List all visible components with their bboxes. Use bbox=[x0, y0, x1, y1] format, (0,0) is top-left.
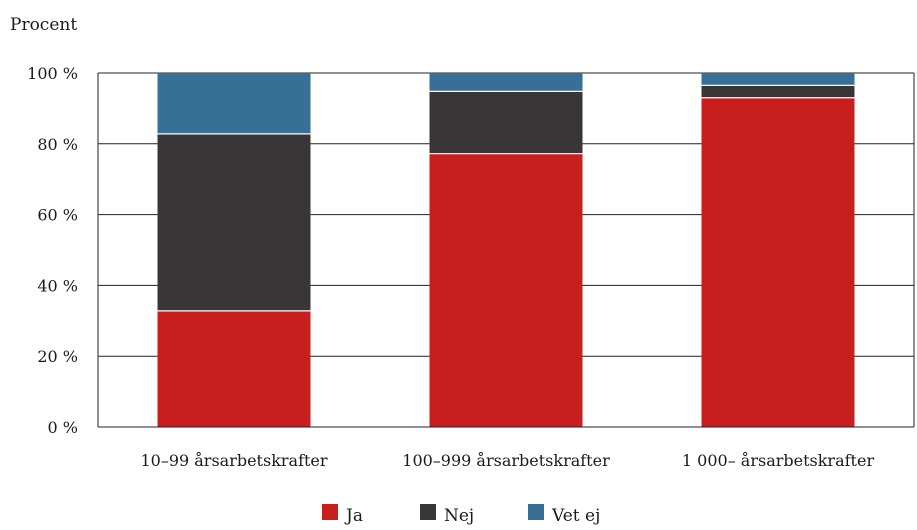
bar-segment bbox=[701, 97, 855, 427]
y-tick-label: 100 % bbox=[27, 64, 78, 83]
x-category-label: 1 000– årsarbetskrafter bbox=[682, 451, 875, 470]
x-category-labels: 10–99 årsarbetskrafter 100–999 årsarbetsk… bbox=[140, 451, 874, 470]
bar-segment bbox=[157, 310, 311, 427]
x-category-label: 10–99 årsarbetskrafter bbox=[140, 451, 327, 470]
bar-segment bbox=[429, 91, 583, 154]
bar-segment bbox=[701, 73, 855, 86]
legend-label: Vet ej bbox=[551, 506, 600, 526]
legend-label: Ja bbox=[344, 506, 363, 526]
y-axis-label: Procent bbox=[10, 15, 77, 35]
bar-segment bbox=[429, 153, 583, 427]
bar-segment bbox=[157, 133, 311, 311]
y-tick-label: 0 % bbox=[48, 418, 78, 437]
legend-label: Nej bbox=[444, 506, 474, 526]
y-tick-label: 40 % bbox=[37, 276, 78, 295]
y-tick-label: 60 % bbox=[37, 206, 78, 225]
legend-swatch bbox=[322, 504, 338, 520]
bar-segment bbox=[429, 73, 583, 92]
y-tick-labels: 0 % 20 % 40 % 60 % 80 % 100 % bbox=[27, 64, 78, 437]
bar-segment bbox=[157, 73, 311, 134]
x-category-label: 100–999 årsarbetskrafter bbox=[402, 451, 610, 470]
y-tick-label: 20 % bbox=[37, 347, 78, 366]
legend-swatch bbox=[528, 504, 544, 520]
legend-swatch bbox=[420, 504, 436, 520]
bars bbox=[157, 73, 855, 427]
axes bbox=[97, 73, 915, 428]
y-tick-label: 80 % bbox=[37, 135, 78, 154]
bar-segment bbox=[701, 85, 855, 98]
legend: Ja Nej Vet ej bbox=[322, 504, 600, 526]
